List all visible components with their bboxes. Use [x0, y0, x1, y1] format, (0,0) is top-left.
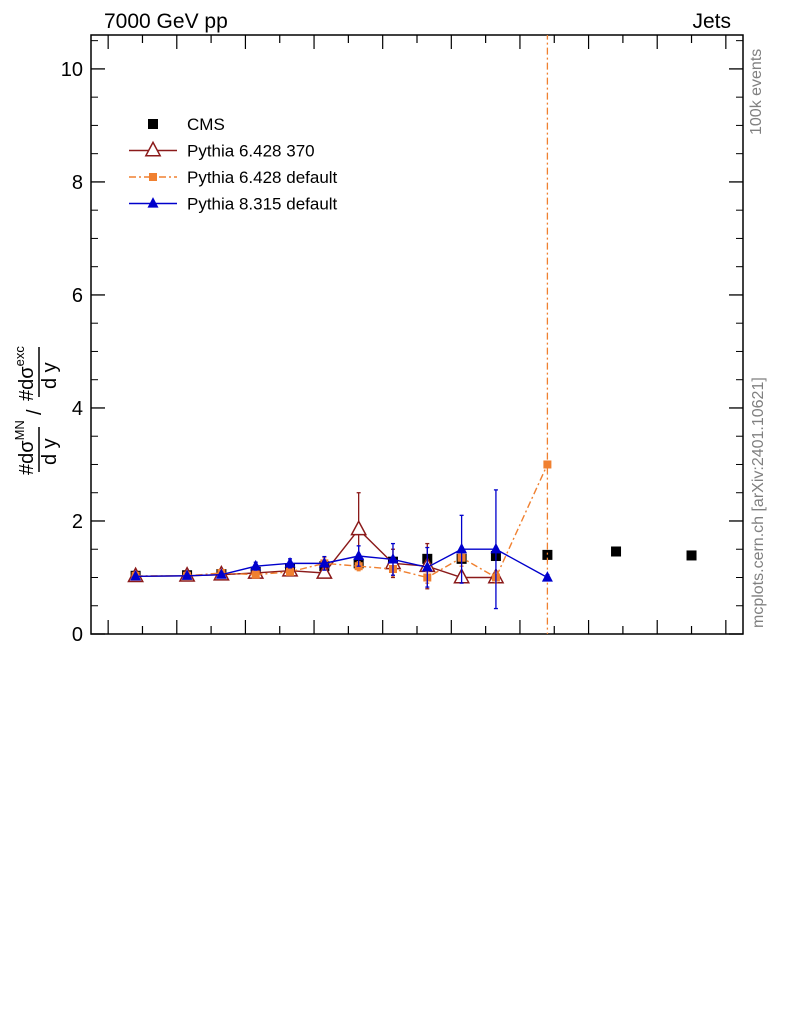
data-point: [611, 546, 622, 557]
y-tick-labels: 0 2 4 6 8 10: [61, 59, 83, 646]
data-point: [284, 557, 296, 568]
series-3: [130, 489, 553, 610]
series-line: [135, 548, 548, 579]
data-point: [543, 460, 552, 469]
y-tick-label: 8: [72, 172, 83, 194]
data-point: [542, 549, 553, 560]
data-point: [541, 571, 553, 582]
legend-marker: [148, 119, 158, 129]
data-point: [456, 542, 468, 554]
legend-entry-0: CMS: [148, 115, 225, 134]
y-tick-label: 0: [72, 624, 83, 646]
data-point: [130, 570, 142, 581]
header-left: 7000 GeV pp: [104, 10, 228, 33]
legend-marker: [147, 197, 159, 208]
legend-label: Pythia 6.428 default: [187, 168, 338, 187]
legend-entry-2: Pythia 6.428 default: [129, 168, 338, 187]
y-tick-label: 2: [72, 511, 83, 533]
y-axis-label-numerator-2: #dσexc: [12, 346, 38, 401]
series-line: [135, 464, 549, 579]
legend-label: CMS: [187, 115, 225, 134]
y-axis-label-numerator-1: #dσMN: [12, 420, 38, 475]
y-tick-label: 6: [72, 285, 83, 307]
events-label: 100k events: [748, 49, 765, 135]
y-tick-label: 10: [61, 59, 83, 81]
data-point: [286, 567, 295, 576]
data-point: [251, 570, 260, 579]
y-axis-label: #dσMN d y / #dσexc d y: [12, 346, 61, 475]
legend-marker: [144, 140, 162, 157]
data-point: [215, 568, 227, 579]
y-axis-label-denominator-2: d y: [39, 362, 61, 389]
legend-label: Pythia 6.428 370: [187, 142, 315, 161]
data-point: [315, 563, 333, 579]
header-right: Jets: [692, 10, 731, 33]
data-point: [421, 560, 433, 572]
data-series: [127, 35, 697, 634]
data-point: [250, 559, 262, 571]
y-axis-label-slash: /: [24, 409, 46, 415]
y-tick-label: 4: [72, 398, 83, 420]
legend-entry-3: Pythia 8.315 default: [129, 195, 338, 214]
axis-ticks: [91, 35, 743, 635]
data-point: [181, 569, 193, 580]
data-point: [686, 550, 697, 561]
data-point: [318, 557, 330, 568]
legend-label: Pythia 8.315 default: [187, 195, 338, 214]
data-point: [387, 553, 399, 564]
data-point: [353, 549, 365, 561]
data-point: [490, 542, 502, 554]
legend-marker: [149, 173, 157, 181]
legend-entry-1: Pythia 6.428 370: [129, 140, 315, 161]
source-label: mcplots.cern.ch [arXiv:2401.10621]: [750, 377, 767, 628]
data-point: [350, 519, 368, 536]
y-axis-label-denominator-1: d y: [39, 438, 61, 465]
legend: CMS Pythia 6.428 370 Pythia 6.428 default P…: [129, 115, 338, 214]
